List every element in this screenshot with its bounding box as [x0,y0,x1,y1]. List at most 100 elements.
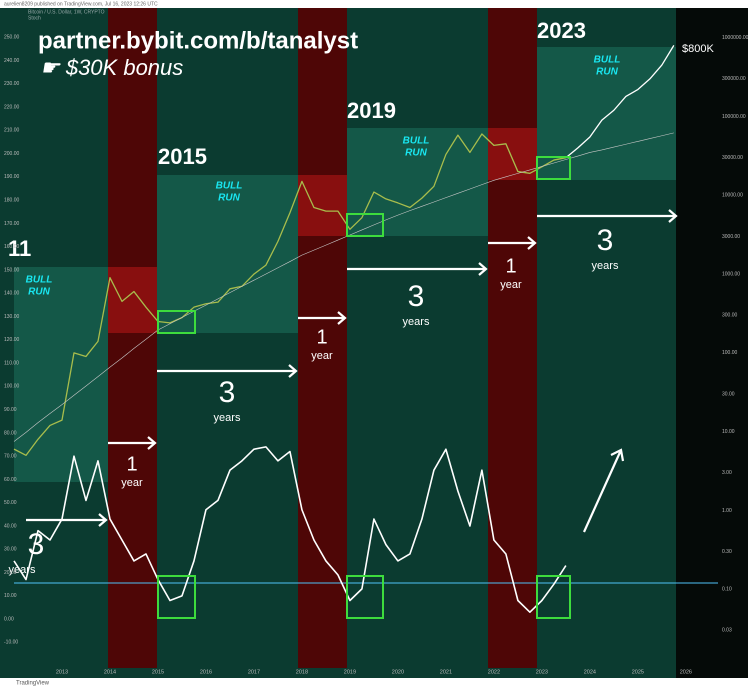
y-tick-label: 80.00 [4,430,17,436]
duration-number: 3 [408,280,425,313]
arrow [488,236,537,250]
duration-unit: year [121,477,143,489]
plot-area [13,45,718,613]
x-tick-label: 2025 [632,669,644,675]
target-label: $800K [682,43,714,55]
y2-tick-label: 30.00 [722,391,735,397]
y2-tick-label: 300.00 [722,313,738,319]
y2-tick-label: 300000.00 [722,76,746,82]
highlight-box [536,575,571,619]
y-tick-label: 230.00 [4,81,20,87]
y-tick-label: 10.00 [4,593,17,599]
y-tick-label: 100.00 [4,384,20,390]
y-tick-label: 0.00 [4,616,14,622]
y-tick-label: 110.00 [4,360,19,366]
x-tick-label: 2020 [392,669,404,675]
arrows [26,209,678,533]
y-tick-label: 120.00 [4,337,20,343]
y2-tick-label: 0.30 [722,549,732,555]
series-line [565,45,675,159]
y2-tick-label: 100000.00 [722,114,746,120]
x-tick-label: 2026 [680,669,692,675]
x-tick-label: 2013 [56,669,68,675]
highlight-box [536,156,571,180]
y-tick-label: 200.00 [4,151,20,157]
y2-tick-label: 1000.00 [722,271,740,277]
arrow [26,513,108,527]
y2-tick-label: 100.00 [722,350,738,356]
series-line [13,133,566,457]
y-tick-label: 20.00 [4,570,17,576]
y-tick-label: 90.00 [4,407,17,413]
y-tick-label: 30.00 [4,547,17,553]
cycle-year: 2023 [537,18,586,43]
duration-unit: year [500,279,522,291]
y-tick-label: 220.00 [4,104,20,110]
promo-bonus: ☛ $30K bonus [40,55,183,80]
y-tick-label: 250.00 [4,35,20,41]
x-tick-label: 2023 [536,669,548,675]
publisher: aurelien8209 published on TradingView.co… [4,1,158,7]
y2-tick-label: 0.10 [722,587,732,593]
bull-label: BULL [26,275,53,286]
arrow [537,209,678,223]
y-tick-label: 160.00 [4,244,20,250]
bull-label: RUN [405,148,427,159]
bull-label: BULL [216,181,243,192]
x-tick-label: 2024 [584,669,596,675]
bear-box [488,128,537,180]
cycle-year: 2019 [347,98,396,123]
footer-logo: TradingView [16,681,50,687]
duration-number: 1 [316,326,327,348]
duration-unit: years [214,412,241,424]
x-tick-label: 2017 [248,669,260,675]
y-tick-label: 150.00 [4,267,20,273]
y-tick-label: -10.00 [4,640,18,646]
duration-unit: year [311,350,333,362]
y-tick-label: 50.00 [4,500,17,506]
axis-background [676,8,748,678]
bull-run-zone [347,128,488,236]
y-tick-label: 130.00 [4,314,20,320]
duration-number: 3 [28,528,45,561]
x-tick-label: 2019 [344,669,356,675]
duration-number: 3 [597,224,614,257]
chart-title: Bitcoin / U.S. Dollar, 1W, CRYPTO [28,9,105,15]
duration-number: 1 [505,255,516,277]
highlight-box [346,575,384,619]
y2-tick-label: 1000000.00 [722,35,748,41]
bull-label: RUN [218,193,240,204]
y2-tick-label: 10000.00 [722,193,743,199]
cycle-year: 11 [8,236,31,261]
arrow [157,364,298,378]
y-tick-label: 180.00 [4,198,20,204]
promo: partner.bybit.com/b/tanalyst [38,27,358,54]
arrow [298,311,347,325]
series-line [13,446,567,613]
x-tick-label: 2015 [152,669,164,675]
x-tick-label: 2021 [440,669,452,675]
duration-unit: years [9,564,36,576]
arrow [108,436,157,450]
bear-box [298,175,347,236]
y-tick-label: 190.00 [4,174,20,180]
highlight-box [346,213,384,237]
duration-number: 1 [126,453,137,475]
y2-tick-label: 3000.00 [722,234,740,240]
duration-unit: years [592,260,619,272]
y2-tick-label: 10.00 [722,429,735,435]
bull-label: BULL [403,136,430,147]
y2-tick-label: 0.03 [722,628,732,634]
y-tick-label: 40.00 [4,523,17,529]
highlight-box [157,575,196,619]
x-tick-label: 2022 [488,669,500,675]
indicator-label: Stoch [28,15,41,21]
series-line [13,132,674,442]
bear-zone [108,8,157,668]
y2-tick-label: 3.00 [722,470,732,476]
bear-zone [298,8,347,668]
bear-zone [488,8,537,668]
arrow [347,262,488,276]
x-tick-label: 2014 [104,669,116,675]
